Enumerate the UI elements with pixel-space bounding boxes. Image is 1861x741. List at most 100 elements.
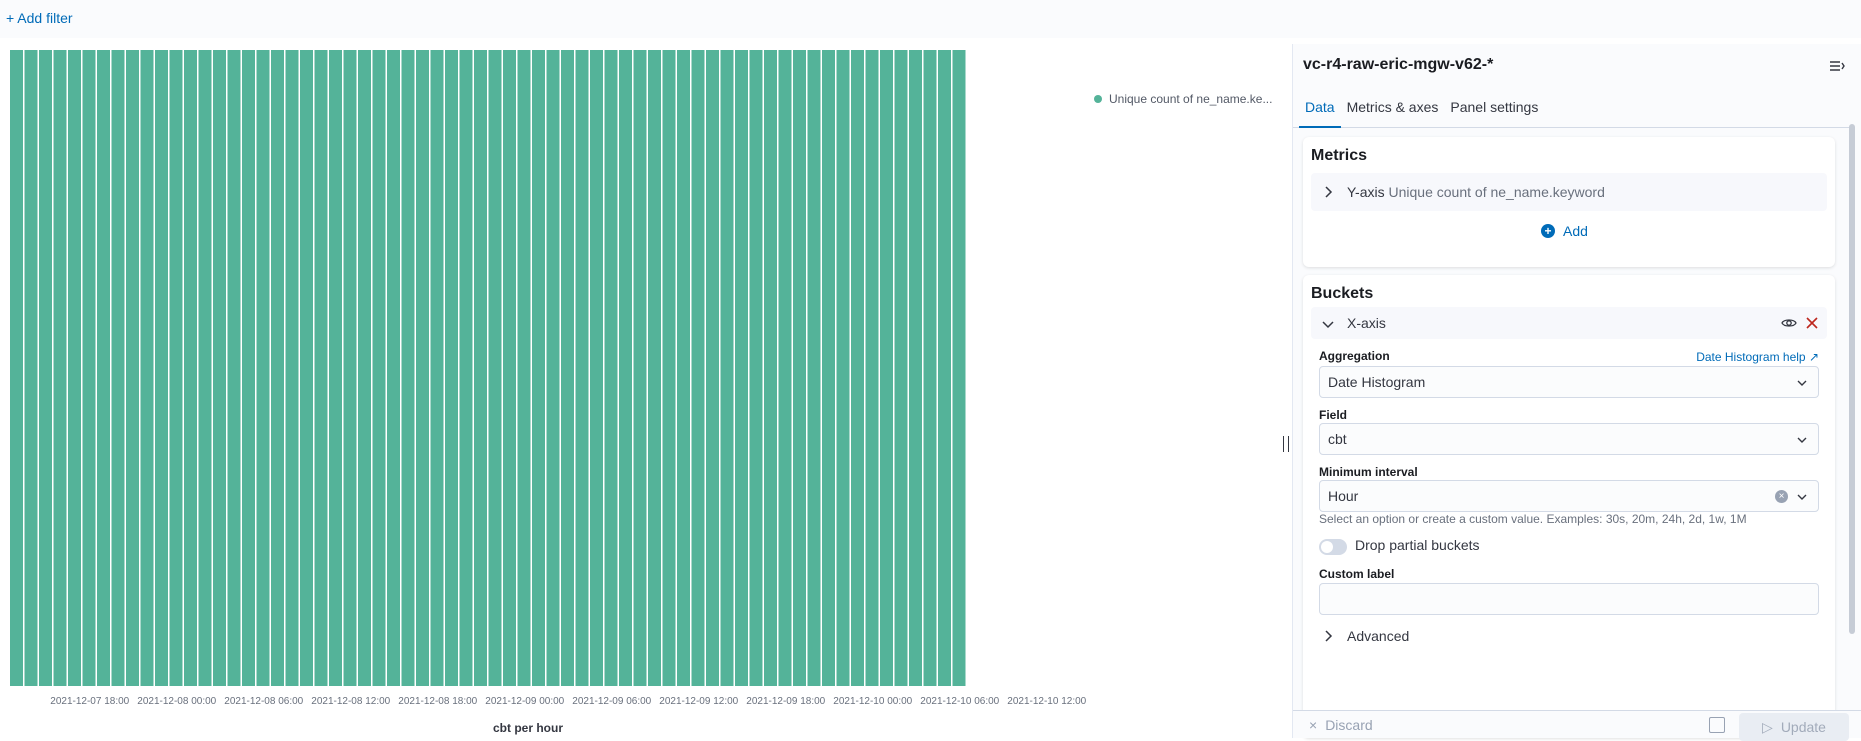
- bar[interactable]: [242, 50, 255, 686]
- bar[interactable]: [619, 50, 632, 686]
- bar[interactable]: [778, 50, 792, 686]
- update-button[interactable]: ▷ Update: [1739, 713, 1849, 741]
- minimum-interval-combobox[interactable]: Hour ×: [1319, 480, 1819, 512]
- clear-icon[interactable]: ×: [1775, 490, 1788, 503]
- bar[interactable]: [300, 50, 313, 686]
- bar[interactable]: [416, 50, 429, 686]
- discard-button[interactable]: × Discard: [1309, 717, 1373, 733]
- chart-area: 2021-12-07 18:00 2021-12-08 00:00 2021-12-…: [0, 44, 1290, 738]
- bar[interactable]: [822, 50, 835, 686]
- bar[interactable]: [532, 50, 545, 686]
- aggregation-select[interactable]: Date Histogram: [1319, 366, 1819, 398]
- bar[interactable]: [517, 50, 531, 686]
- bar[interactable]: [706, 50, 719, 686]
- bar[interactable]: [358, 50, 371, 686]
- bar[interactable]: [633, 50, 647, 686]
- bar[interactable]: [97, 50, 110, 686]
- bar[interactable]: [314, 50, 328, 686]
- bar[interactable]: [256, 50, 270, 686]
- bar[interactable]: [24, 50, 38, 686]
- bar[interactable]: [169, 50, 183, 686]
- close-icon: ×: [1309, 717, 1318, 733]
- bar[interactable]: [285, 50, 299, 686]
- bar[interactable]: [764, 50, 777, 686]
- bar[interactable]: [807, 50, 821, 686]
- bar[interactable]: [430, 50, 444, 686]
- index-pattern-title: vc-r4-raw-eric-mgw-v62-*: [1303, 56, 1494, 73]
- bar[interactable]: [155, 50, 168, 686]
- x-tick-label: 2021-12-08 00:00: [137, 696, 216, 707]
- bar[interactable]: [575, 50, 589, 686]
- bar[interactable]: [952, 50, 966, 686]
- y-axis-metric-row[interactable]: Y-axis Unique count of ne_name.keyword: [1311, 173, 1827, 211]
- bar[interactable]: [401, 50, 415, 686]
- bar[interactable]: [213, 50, 226, 686]
- bar[interactable]: [851, 50, 864, 686]
- bar[interactable]: [126, 50, 139, 686]
- bar[interactable]: [865, 50, 879, 686]
- add-metric-button[interactable]: + Add: [1541, 223, 1588, 239]
- auto-apply-icon[interactable]: [1709, 717, 1725, 733]
- tab-metrics-axes[interactable]: Metrics & axes: [1346, 99, 1439, 115]
- x-axis-bucket-row[interactable]: X-axis: [1311, 307, 1827, 339]
- advanced-toggle[interactable]: Advanced: [1311, 621, 1827, 649]
- bar[interactable]: [474, 50, 487, 686]
- bar[interactable]: [503, 50, 516, 686]
- metrics-title: Metrics: [1311, 147, 1368, 164]
- bar[interactable]: [184, 50, 197, 686]
- bar[interactable]: [445, 50, 458, 686]
- bar[interactable]: [343, 50, 357, 686]
- bar[interactable]: [909, 50, 922, 686]
- bar[interactable]: [111, 50, 125, 686]
- eye-icon[interactable]: [1781, 316, 1797, 330]
- bar[interactable]: [662, 50, 676, 686]
- bar[interactable]: [561, 50, 574, 686]
- chevron-down-icon[interactable]: [1321, 317, 1335, 331]
- bar[interactable]: [836, 50, 850, 686]
- sidebar-scrollbar[interactable]: [1849, 124, 1855, 634]
- tab-panel-settings[interactable]: Panel settings: [1450, 99, 1539, 115]
- bar[interactable]: [546, 50, 560, 686]
- bar[interactable]: [590, 50, 603, 686]
- bar[interactable]: [68, 50, 81, 686]
- bar[interactable]: [329, 50, 342, 686]
- bar[interactable]: [82, 50, 96, 686]
- date-histogram-help-link[interactable]: Date Histogram help ↗: [1696, 350, 1819, 364]
- resize-handle[interactable]: [1283, 436, 1289, 452]
- field-select[interactable]: cbt: [1319, 423, 1819, 455]
- bar[interactable]: [793, 50, 806, 686]
- collapse-sidebar-icon[interactable]: [1829, 58, 1845, 74]
- add-filter-button[interactable]: + Add filter: [6, 10, 73, 26]
- bar[interactable]: [10, 50, 23, 686]
- bar-chart: 2021-12-07 18:00 2021-12-08 00:00 2021-12-…: [10, 50, 1087, 735]
- bar[interactable]: [227, 50, 241, 686]
- x-tick-label: 2021-12-08 12:00: [311, 696, 390, 707]
- bar[interactable]: [720, 50, 734, 686]
- chevron-right-icon[interactable]: [1321, 185, 1335, 199]
- bar[interactable]: [372, 50, 386, 686]
- bar[interactable]: [271, 50, 284, 686]
- bar[interactable]: [938, 50, 951, 686]
- custom-label-input[interactable]: [1319, 583, 1819, 615]
- bar[interactable]: [735, 50, 748, 686]
- bar[interactable]: [691, 50, 705, 686]
- bar[interactable]: [880, 50, 893, 686]
- bar[interactable]: [677, 50, 690, 686]
- bar[interactable]: [140, 50, 154, 686]
- tab-data[interactable]: Data: [1299, 96, 1341, 128]
- editor-footer: × Discard ▷ Update: [1293, 710, 1861, 741]
- bar[interactable]: [923, 50, 937, 686]
- bar[interactable]: [604, 50, 618, 686]
- bar[interactable]: [749, 50, 763, 686]
- bar[interactable]: [894, 50, 908, 686]
- drop-partial-buckets-switch[interactable]: [1319, 539, 1347, 555]
- bar[interactable]: [198, 50, 212, 686]
- delete-icon[interactable]: [1805, 316, 1819, 330]
- bar[interactable]: [387, 50, 400, 686]
- bar[interactable]: [53, 50, 67, 686]
- bar[interactable]: [459, 50, 473, 686]
- bar[interactable]: [648, 50, 661, 686]
- bar[interactable]: [488, 50, 502, 686]
- chart-legend[interactable]: Unique count of ne_name.ke...: [1094, 92, 1272, 106]
- bar[interactable]: [39, 50, 52, 686]
